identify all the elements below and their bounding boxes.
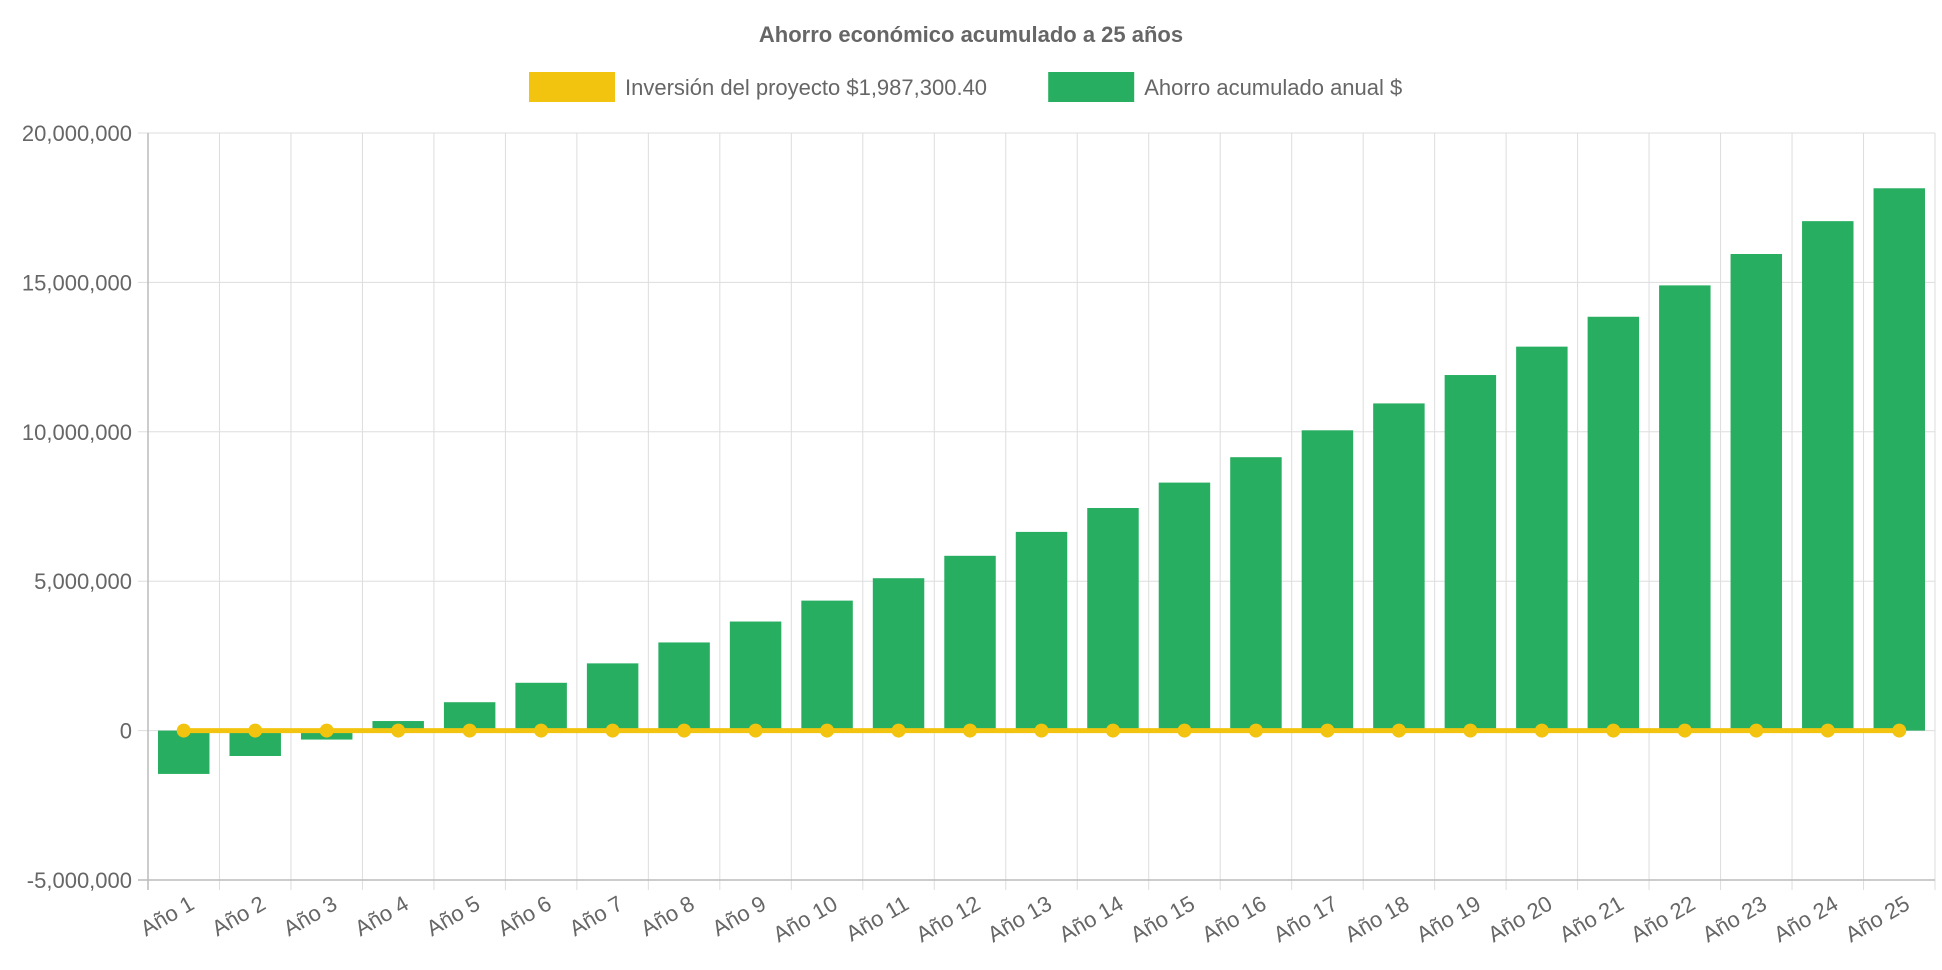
y-tick-label: 10,000,000 [22,420,132,445]
x-tick-label: Año 17 [1269,891,1342,948]
x-tick-label: Año 4 [350,891,412,941]
line-point [963,723,978,738]
line-series [176,723,1907,738]
x-tick-label: Año 5 [422,891,484,941]
y-tick-label: 0 [120,719,132,744]
legend-label: Inversión del proyecto $1,987,300.40 [625,75,987,100]
line-point [391,723,406,738]
x-tick-label: Año 12 [912,891,985,948]
line-point [820,723,835,738]
legend-swatch [529,72,615,102]
bar [1301,430,1354,731]
bar [1587,316,1640,731]
line-point [1248,723,1263,738]
bar [1873,188,1925,731]
bar [515,682,567,731]
line-point [248,723,263,738]
line-point [1391,723,1406,738]
x-tick-label: Año 23 [1698,891,1771,948]
x-tick-label: Año 8 [636,891,698,941]
x-tick-label: Año 1 [136,891,198,941]
line-point [1606,723,1621,738]
x-tick-label: Año 7 [565,891,627,941]
x-tick-label: Año 16 [1198,891,1271,948]
line-point [534,723,549,738]
x-tick-label: Año 21 [1555,891,1628,948]
line-point [1034,723,1049,738]
bar [658,642,710,731]
line-point [1534,723,1549,738]
legend-label: Ahorro acumulado anual $ [1144,75,1402,100]
x-tick-label: Año 18 [1341,891,1414,948]
line-point [1677,723,1692,738]
line-point [1463,723,1478,738]
grid [138,132,1936,890]
x-tick-label: Año 13 [983,891,1056,948]
legend-swatch [1048,72,1135,102]
x-tick-label: Año 6 [493,891,555,941]
chart-title: Ahorro económico acumulado a 25 años [759,22,1183,47]
line-point [1320,723,1335,738]
y-tick-label: -5,000,000 [27,868,132,893]
bar [1230,457,1282,731]
x-tick-label: Año 15 [1126,891,1199,948]
y-axis: -5,000,000 0 5,000,000 10,000,000 15,000,000… [22,121,149,893]
bar [1015,531,1068,731]
x-axis: Año 1 Año 2 Año 3 Año 4 Año 5 Año 6 Año 7 Año 8… [136,879,1935,948]
x-tick-label: Año 22 [1626,891,1699,948]
bar [872,578,925,731]
x-tick-label: Año 19 [1412,891,1485,948]
y-tick-label: 15,000,000 [22,270,132,295]
x-tick-label: Año 3 [279,891,341,941]
bar [1444,375,1497,731]
line-point [1892,723,1907,738]
bar [586,663,639,731]
bar-series [158,188,1925,774]
bar [1158,482,1211,731]
line-point [1820,723,1835,738]
line-point [176,723,191,738]
bar [729,621,782,731]
bar [801,600,853,731]
line-point [1105,723,1120,738]
x-tick-label: Año 25 [1841,891,1914,948]
legend: Inversión del proyecto $1,987,300.40 Ahor… [529,72,1402,102]
line-point [605,723,620,738]
x-tick-label: Año 2 [207,891,269,941]
line-point [748,723,763,738]
bar [1373,403,1425,731]
x-tick-label: Año 24 [1769,891,1842,948]
y-tick-label: 20,000,000 [22,121,132,146]
x-tick-label: Año 9 [708,891,770,941]
bar [1087,507,1139,731]
bar [1730,254,1783,731]
line-point [1177,723,1192,738]
x-tick-label: Año 20 [1483,891,1556,948]
bar [944,555,996,731]
line-point [462,723,477,738]
x-tick-label: Año 11 [842,891,913,947]
bar [1659,285,1711,731]
line-point [1749,723,1764,738]
y-tick-label: 5,000,000 [34,569,132,594]
bar [158,730,210,774]
x-tick-label: Año 14 [1055,891,1128,948]
line-point [677,723,692,738]
bar [1516,346,1568,731]
bar [1802,221,1854,731]
line-point [319,723,334,738]
x-tick-label: Año 10 [769,891,842,948]
line-point [891,723,906,738]
